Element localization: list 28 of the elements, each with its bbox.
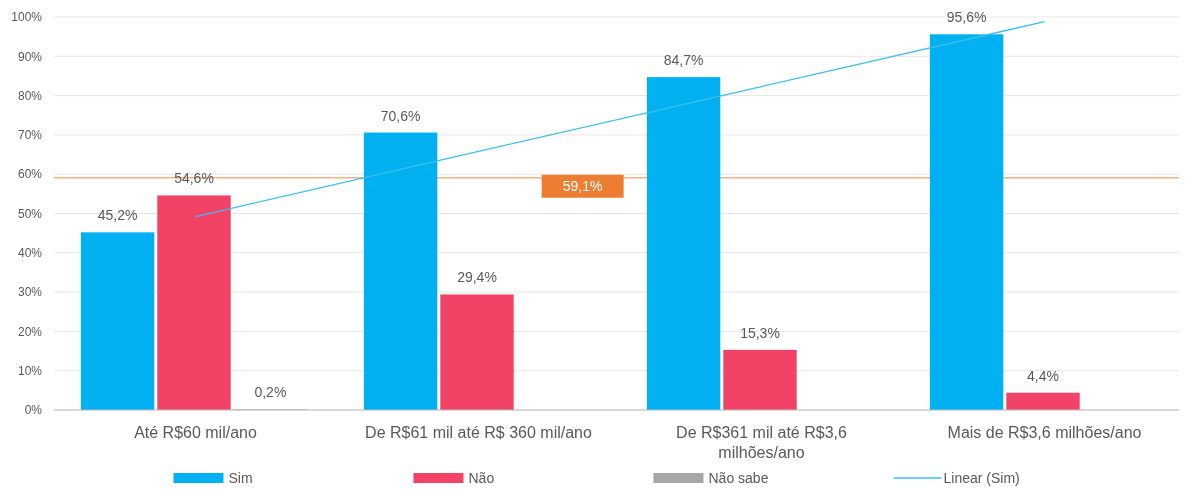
- data-label: 0,2%: [254, 384, 287, 401]
- data-label: 70,6%: [380, 107, 421, 124]
- y-tick-label: 100%: [11, 10, 43, 25]
- legend-label: Sim: [228, 469, 253, 486]
- ref-line-label: 59,1%: [562, 178, 603, 195]
- y-tick-label: 70%: [17, 128, 43, 143]
- y-tick-label: 40%: [17, 246, 43, 260]
- x-tick-label: De R$61 mil até R$ 360 mil/ano: [365, 424, 592, 441]
- legend-label: Linear (Sim): [943, 469, 1020, 486]
- y-tick-label: 10%: [17, 363, 43, 378]
- y-tick-label: 30%: [17, 285, 43, 300]
- data-label: 4,4%: [1027, 367, 1059, 384]
- x-tick-label: De R$361 mil até R$3,6 milhões/ano: [676, 424, 847, 461]
- y-tick-label: 80%: [17, 88, 43, 103]
- legend-label: Não: [468, 469, 495, 486]
- y-tick-label: 20%: [17, 324, 43, 339]
- legend-label: Não sabe: [708, 469, 769, 486]
- data-label: 15,3%: [740, 324, 780, 341]
- data-label: 84,7%: [663, 52, 704, 69]
- x-tick-label: Até R$60 mil/ano: [134, 424, 257, 441]
- y-tick-label: 0%: [24, 403, 43, 418]
- data-label: 95,6%: [946, 9, 987, 26]
- y-tick-label: 90%: [17, 49, 43, 64]
- x-tick-label: Mais de R$3,6 milhões/ano: [947, 424, 1142, 441]
- data-label: 29,4%: [457, 269, 497, 286]
- data-label: 45,2%: [97, 207, 138, 224]
- y-tick-label: 60%: [17, 167, 43, 182]
- y-tick-label: 50%: [17, 206, 43, 221]
